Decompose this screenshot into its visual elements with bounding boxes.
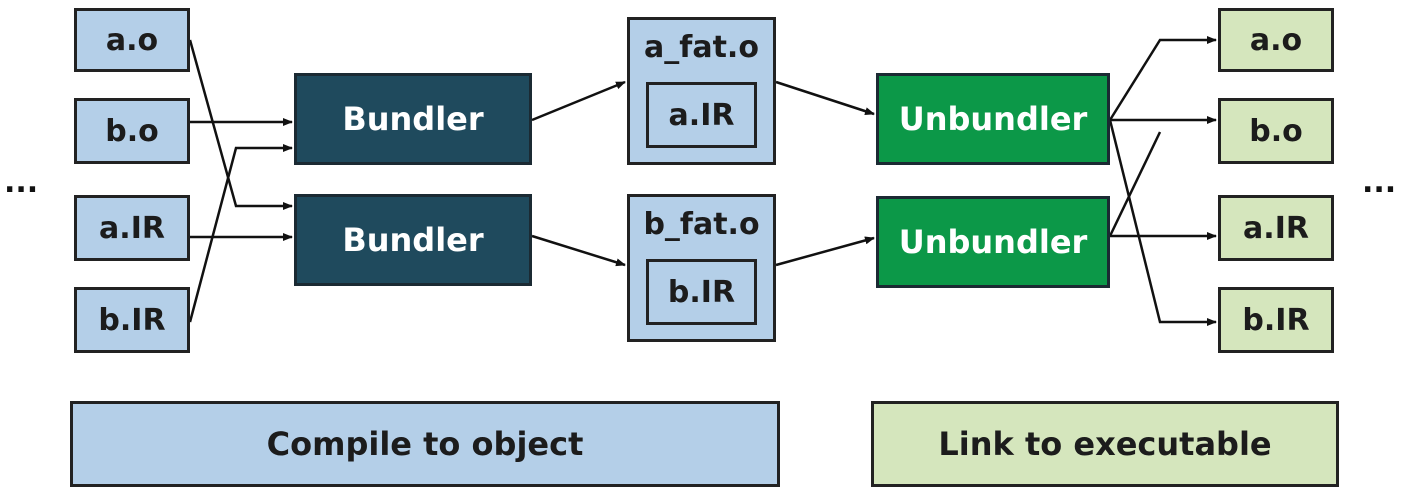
bundler-1: Bundler xyxy=(294,73,532,165)
fat-object-a-title: a_fat.o xyxy=(644,30,759,65)
input-b-ir: b.IR xyxy=(74,287,190,353)
unbundler-2: Unbundler xyxy=(876,196,1110,288)
edge-unbundler-2-to-b-o xyxy=(1108,131,1162,237)
stage-compile-to-object: Compile to object xyxy=(70,401,780,487)
ellipsis-right: ... xyxy=(1362,165,1397,200)
edge-b-fat-to-unbundler-2 xyxy=(775,236,875,267)
edge-b-ir-to-bundler-1 xyxy=(188,144,293,323)
edge-bundler-2-to-b-fat xyxy=(531,234,626,267)
edge-bundler-1-to-a-fat xyxy=(531,80,626,122)
edge-unbundler-1-to-a-o xyxy=(1108,36,1217,121)
output-a-o: a.o xyxy=(1218,8,1334,72)
fat-object-b-title: b_fat.o xyxy=(643,207,760,242)
fat-object-a-inner: a.IR xyxy=(646,82,757,148)
fat-object-b: b_fat.o b.IR xyxy=(627,194,776,342)
edge-a-fat-to-unbundler-1 xyxy=(775,80,875,116)
input-a-ir: a.IR xyxy=(74,195,190,261)
output-a-ir: a.IR xyxy=(1218,195,1334,261)
input-b-o: b.o xyxy=(74,98,190,164)
ellipsis-left: ... xyxy=(4,165,39,200)
fat-object-a: a_fat.o a.IR xyxy=(627,17,776,165)
bundler-2: Bundler xyxy=(294,194,532,286)
input-a-o: a.o xyxy=(74,8,190,72)
fat-object-b-inner: b.IR xyxy=(646,259,757,325)
output-b-o: b.o xyxy=(1218,98,1334,164)
output-b-ir: b.IR xyxy=(1218,287,1334,353)
unbundler-1: Unbundler xyxy=(876,73,1110,165)
edge-unbundler-1-to-b-ir xyxy=(1108,119,1217,326)
stage-link-to-executable: Link to executable xyxy=(871,401,1339,487)
edge-a-o-to-bundler-2 xyxy=(188,39,293,210)
